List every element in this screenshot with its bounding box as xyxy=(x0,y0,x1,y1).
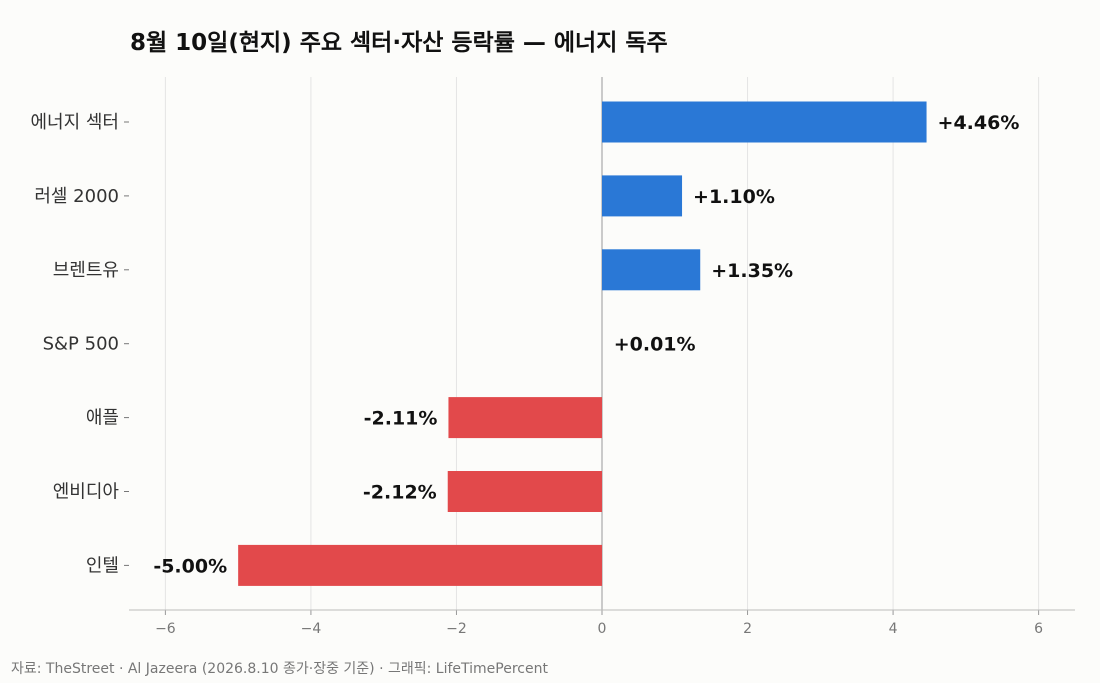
value-label: +4.46% xyxy=(938,112,1020,134)
value-label: +1.35% xyxy=(711,260,793,282)
category-label: 애플 xyxy=(86,408,119,429)
value-label: +1.10% xyxy=(693,186,775,208)
source-note: 자료: TheStreet · Al Jazeera (2026.8.10 종가… xyxy=(11,661,548,677)
bar xyxy=(447,471,602,512)
bar xyxy=(602,249,701,291)
bar xyxy=(602,101,927,143)
value-labels: +4.46% +1.10% +1.35% +0.01% -2.11% -2.12% -5.0… xyxy=(153,112,1019,577)
x-tick-label: 6 xyxy=(1034,621,1043,637)
value-label: -2.12% xyxy=(363,482,437,504)
category-label: 인텔 xyxy=(86,555,119,576)
chart-title: 8월 10일(현지) 주요 섹터·자산 등락률 — 에너지 독주 xyxy=(130,30,668,56)
x-axis: −6 −4 −2 0 2 4 6 xyxy=(129,609,1075,637)
x-tick-label: 4 xyxy=(889,621,898,637)
x-tick-label: −4 xyxy=(301,621,322,637)
value-label: -5.00% xyxy=(153,555,227,577)
category-label: S&P 500 xyxy=(43,334,119,355)
bar xyxy=(602,175,683,217)
category-label: 브렌트유 xyxy=(53,260,119,281)
category-label: 에너지 섹터 xyxy=(30,112,119,133)
category-label: 러셀 2000 xyxy=(34,186,119,207)
bar xyxy=(448,397,602,439)
x-tick-label: −2 xyxy=(446,621,467,637)
grid xyxy=(164,77,1040,610)
x-tick-label: −6 xyxy=(155,621,176,637)
value-label: -2.11% xyxy=(364,408,438,430)
category-label: 엔비디아 xyxy=(53,482,120,503)
x-tick-label: 0 xyxy=(598,621,607,637)
value-label: +0.01% xyxy=(614,334,696,356)
bar xyxy=(238,544,602,586)
bars xyxy=(238,101,927,586)
x-tick-label: 2 xyxy=(743,621,752,637)
